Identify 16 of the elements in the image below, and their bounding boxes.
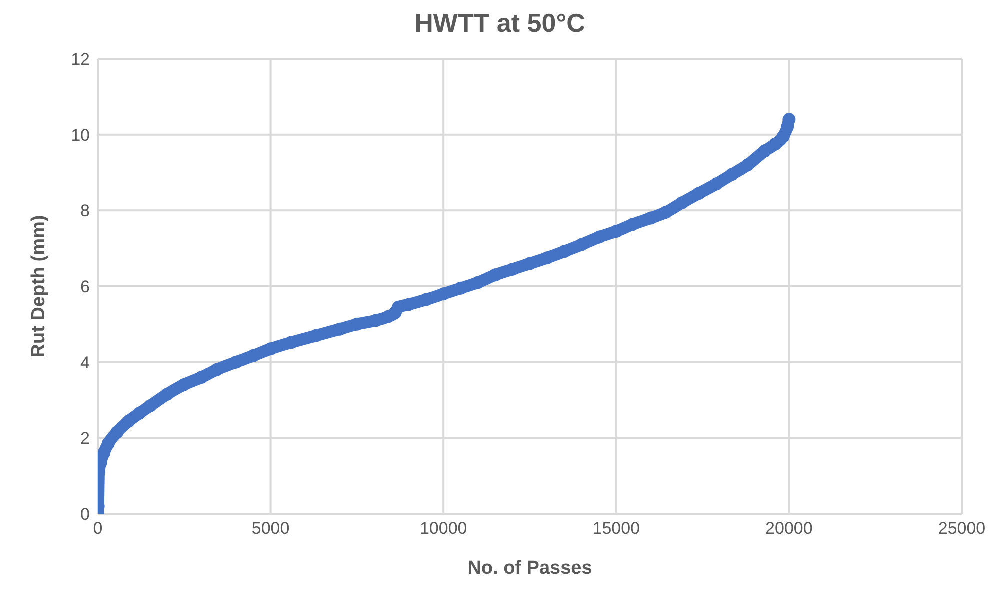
- y-tick-label: 6: [80, 278, 90, 297]
- y-tick-label: 0: [80, 505, 90, 524]
- y-tick-label: 12: [71, 50, 90, 70]
- y-tick-label: 4: [80, 353, 90, 372]
- y-tick-label: 10: [71, 126, 90, 145]
- x-tick-label: 10000: [420, 519, 468, 538]
- y-axis-title: Rut Depth (mm): [28, 215, 50, 358]
- y-tick-label: 8: [80, 202, 90, 221]
- x-tick-label: 20000: [766, 519, 813, 538]
- x-tick-label: 0: [93, 519, 103, 538]
- y-tick-label: 2: [80, 429, 90, 448]
- chart-title: HWTT at 50°C: [414, 8, 586, 39]
- x-tick-label: 25000: [938, 519, 986, 538]
- x-tick-label: 5000: [252, 519, 290, 538]
- x-axis-title: No. of Passes: [468, 558, 592, 579]
- x-tick-label: 15000: [592, 519, 640, 538]
